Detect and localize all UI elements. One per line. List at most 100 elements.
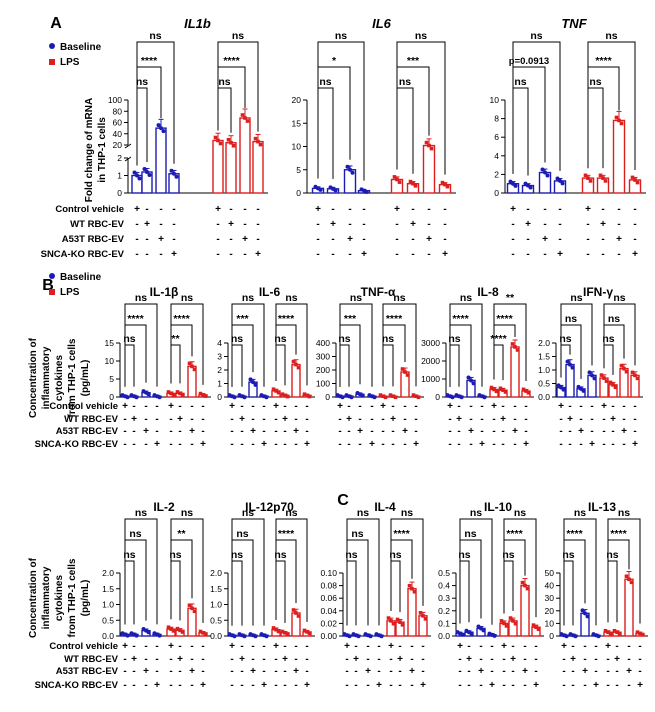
treatment-sign: + <box>168 401 174 412</box>
treatment-sign: - <box>414 426 417 437</box>
treatment-sign: + <box>344 641 350 652</box>
data-point <box>513 621 518 626</box>
treatment-sign: - <box>358 414 361 425</box>
treatment-sign: - <box>617 204 620 215</box>
treatment-sign: - <box>190 439 193 450</box>
y-tick-label: 2 <box>217 365 222 375</box>
treatment-sign: - <box>558 234 561 245</box>
y-tick-label: 0.1 <box>438 618 450 628</box>
data-point <box>242 395 247 400</box>
data-point <box>190 606 194 611</box>
treatment-sign: - <box>132 439 135 450</box>
treatment-sign: + <box>610 414 616 425</box>
treatment-sign: - <box>467 666 470 677</box>
significance-label: ns <box>285 292 297 304</box>
treatment-sign: - <box>240 641 243 652</box>
significance-bracket <box>396 41 446 175</box>
y-tick-label: 0.0 <box>438 631 450 641</box>
data-point <box>391 394 395 398</box>
treatment-sign: - <box>480 401 483 412</box>
data-point <box>187 361 192 366</box>
treatment-sign: - <box>159 219 162 230</box>
treatment-label: Control vehicle <box>49 401 118 412</box>
data-point <box>201 393 205 397</box>
y-axis-label-b: Concentration of <box>28 337 39 418</box>
data-point <box>413 184 418 188</box>
bar-baseline <box>155 127 167 194</box>
significance-bracket <box>503 560 514 614</box>
data-point <box>489 385 494 390</box>
data-point <box>178 628 182 633</box>
data-point <box>504 624 509 628</box>
data-point <box>125 633 130 638</box>
significance-bracket <box>512 41 561 174</box>
data-point <box>171 393 176 397</box>
treatment-sign: - <box>633 414 636 425</box>
treatment-sign: + <box>282 414 288 425</box>
y-tick-label: 30 <box>545 593 555 603</box>
treatment-sign: + <box>365 666 371 677</box>
data-point <box>503 390 508 394</box>
treatment-sign: + <box>491 401 497 412</box>
treatment-sign: - <box>523 641 526 652</box>
treatment-sign: - <box>479 680 482 691</box>
treatment-sign: - <box>427 204 430 215</box>
treatment-sign: + <box>143 666 149 677</box>
treatment-sign: - <box>251 641 254 652</box>
significance-bracket <box>607 560 618 623</box>
treatment-sign: + <box>282 654 288 665</box>
treatment-sign: - <box>389 666 392 677</box>
data-point <box>294 362 298 367</box>
panel-label-B: B <box>42 277 54 294</box>
treatment-sign: + <box>330 219 336 230</box>
significance-bracket <box>459 518 493 625</box>
significance-label: ns <box>123 549 135 561</box>
treatment-sign: - <box>201 666 204 677</box>
y-tick-label: 0.0 <box>102 631 114 641</box>
significance-bracket <box>231 560 243 626</box>
data-point <box>218 141 223 146</box>
y-tick-label: 10 <box>105 356 115 366</box>
treatment-sign: - <box>391 426 394 437</box>
data-point <box>604 379 609 383</box>
treatment-sign: + <box>479 439 485 450</box>
data-point <box>471 381 476 386</box>
significance-label: ns <box>559 333 571 345</box>
treatment-sign: - <box>389 680 392 691</box>
treatment-sign: + <box>589 439 595 450</box>
significance-label: ns <box>232 30 244 42</box>
chart-title: IL-13 <box>588 500 616 514</box>
treatment-sign: + <box>567 414 573 425</box>
y-axis-label-b: inflammatory <box>41 566 52 629</box>
data-point <box>285 394 290 399</box>
treatment-sign: - <box>627 654 630 665</box>
treatment-sign: + <box>369 439 375 450</box>
significance-bracket <box>124 518 158 625</box>
treatment-sign: - <box>448 426 451 437</box>
data-point <box>583 611 587 616</box>
significance-bracket <box>275 303 308 386</box>
data-point <box>612 628 617 633</box>
treatment-sign: - <box>338 426 341 437</box>
treatment-sign: + <box>558 401 564 412</box>
significance-label: **** <box>223 55 240 67</box>
data-point <box>561 387 566 392</box>
treatment-sign: - <box>294 680 297 691</box>
treatment-sign: - <box>377 641 380 652</box>
treatment-sign: - <box>457 426 460 437</box>
treatment-sign: - <box>262 641 265 652</box>
y-axis-label-b: cytokines <box>54 354 65 401</box>
significance-label: ns <box>136 76 148 88</box>
data-point <box>443 182 447 187</box>
treatment-sign: + <box>561 641 567 652</box>
treatment-sign: - <box>294 414 297 425</box>
treatment-sign: - <box>144 414 147 425</box>
significance-bracket <box>231 518 265 626</box>
data-point <box>397 180 402 184</box>
significance-label: ns <box>285 507 297 519</box>
treatment-sign: - <box>524 414 527 425</box>
y-tick-label: 20 <box>292 95 302 105</box>
treatment-sign: - <box>523 654 526 665</box>
treatment-sign: - <box>622 439 625 450</box>
